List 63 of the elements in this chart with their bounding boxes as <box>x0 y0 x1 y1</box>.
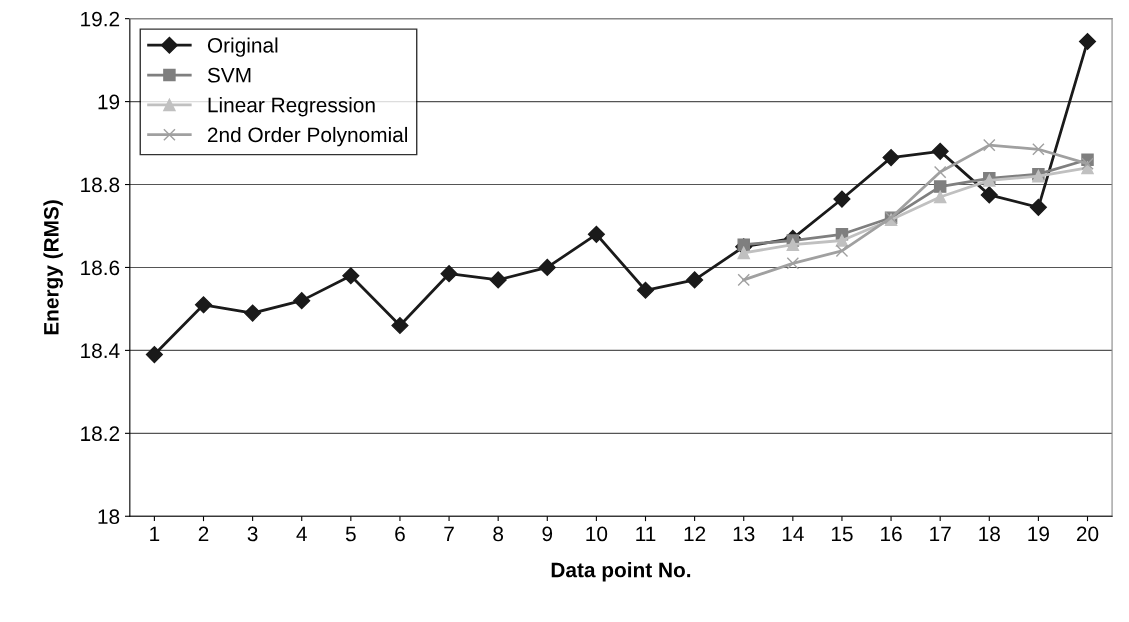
x-tick-label: 15 <box>831 526 853 542</box>
point <box>882 149 900 167</box>
point <box>931 142 949 160</box>
y-tick-label: 18 <box>98 509 120 525</box>
point <box>983 138 996 152</box>
point <box>489 271 507 289</box>
x-tick-label: 18 <box>979 526 1000 542</box>
y-axis-title: Energy (RMS) <box>43 200 63 335</box>
point <box>786 257 800 270</box>
point <box>342 267 360 285</box>
legend-label: 2nd Order Polynomial <box>207 126 408 147</box>
x-tick-label: 4 <box>296 526 307 542</box>
point <box>835 234 849 247</box>
x-tick-label: 17 <box>930 526 951 542</box>
x-tick-label: 20 <box>1076 526 1099 542</box>
point <box>980 186 998 204</box>
x-tick-label: 16 <box>881 526 902 542</box>
legend-label: SVM <box>207 67 251 83</box>
y-tick-label: 18.8 <box>81 177 120 193</box>
y-tick-label: 18.4 <box>81 343 120 359</box>
point <box>244 304 262 322</box>
point <box>737 273 750 287</box>
y-tick-label: 19.2 <box>81 11 120 27</box>
x-tick-label: 6 <box>395 526 405 542</box>
point <box>833 190 851 208</box>
point <box>293 292 311 310</box>
y-tick-label: 18.6 <box>81 260 120 276</box>
point <box>686 271 704 289</box>
point <box>194 296 213 314</box>
x-tick-label: 9 <box>542 526 553 542</box>
point <box>737 246 750 260</box>
point <box>587 225 605 243</box>
point <box>145 345 163 364</box>
x-tick-label: 3 <box>247 526 258 542</box>
legend-label: Linear Regression <box>208 97 375 117</box>
point <box>636 281 655 299</box>
x-tick-label: 12 <box>684 526 706 542</box>
x-tick-label: 2 <box>198 526 209 542</box>
point <box>1081 157 1094 171</box>
y-tick-label: 19 <box>98 94 120 110</box>
point <box>835 244 849 258</box>
point <box>933 165 947 179</box>
x-tick-label: 5 <box>345 526 356 542</box>
point <box>538 258 556 277</box>
point <box>933 180 947 193</box>
point <box>440 265 458 283</box>
x-axis-title: Data point No. <box>551 562 691 582</box>
x-tick-label: 14 <box>782 526 804 542</box>
point <box>1032 143 1045 156</box>
point <box>786 238 800 251</box>
x-tick-label: 13 <box>733 526 755 542</box>
y-tick-label: 18.2 <box>81 426 120 442</box>
x-tick-label: 8 <box>493 526 504 542</box>
x-tick-label: 1 <box>150 526 160 542</box>
x-tick-label: 19 <box>1028 526 1049 542</box>
point <box>1029 198 1047 216</box>
legend-label: Original <box>207 37 278 57</box>
x-tick-label: 11 <box>636 526 656 542</box>
point <box>933 190 947 204</box>
point <box>391 316 409 335</box>
point <box>1078 32 1097 51</box>
x-tick-label: 10 <box>586 526 608 542</box>
x-tick-label: 7 <box>444 526 454 542</box>
